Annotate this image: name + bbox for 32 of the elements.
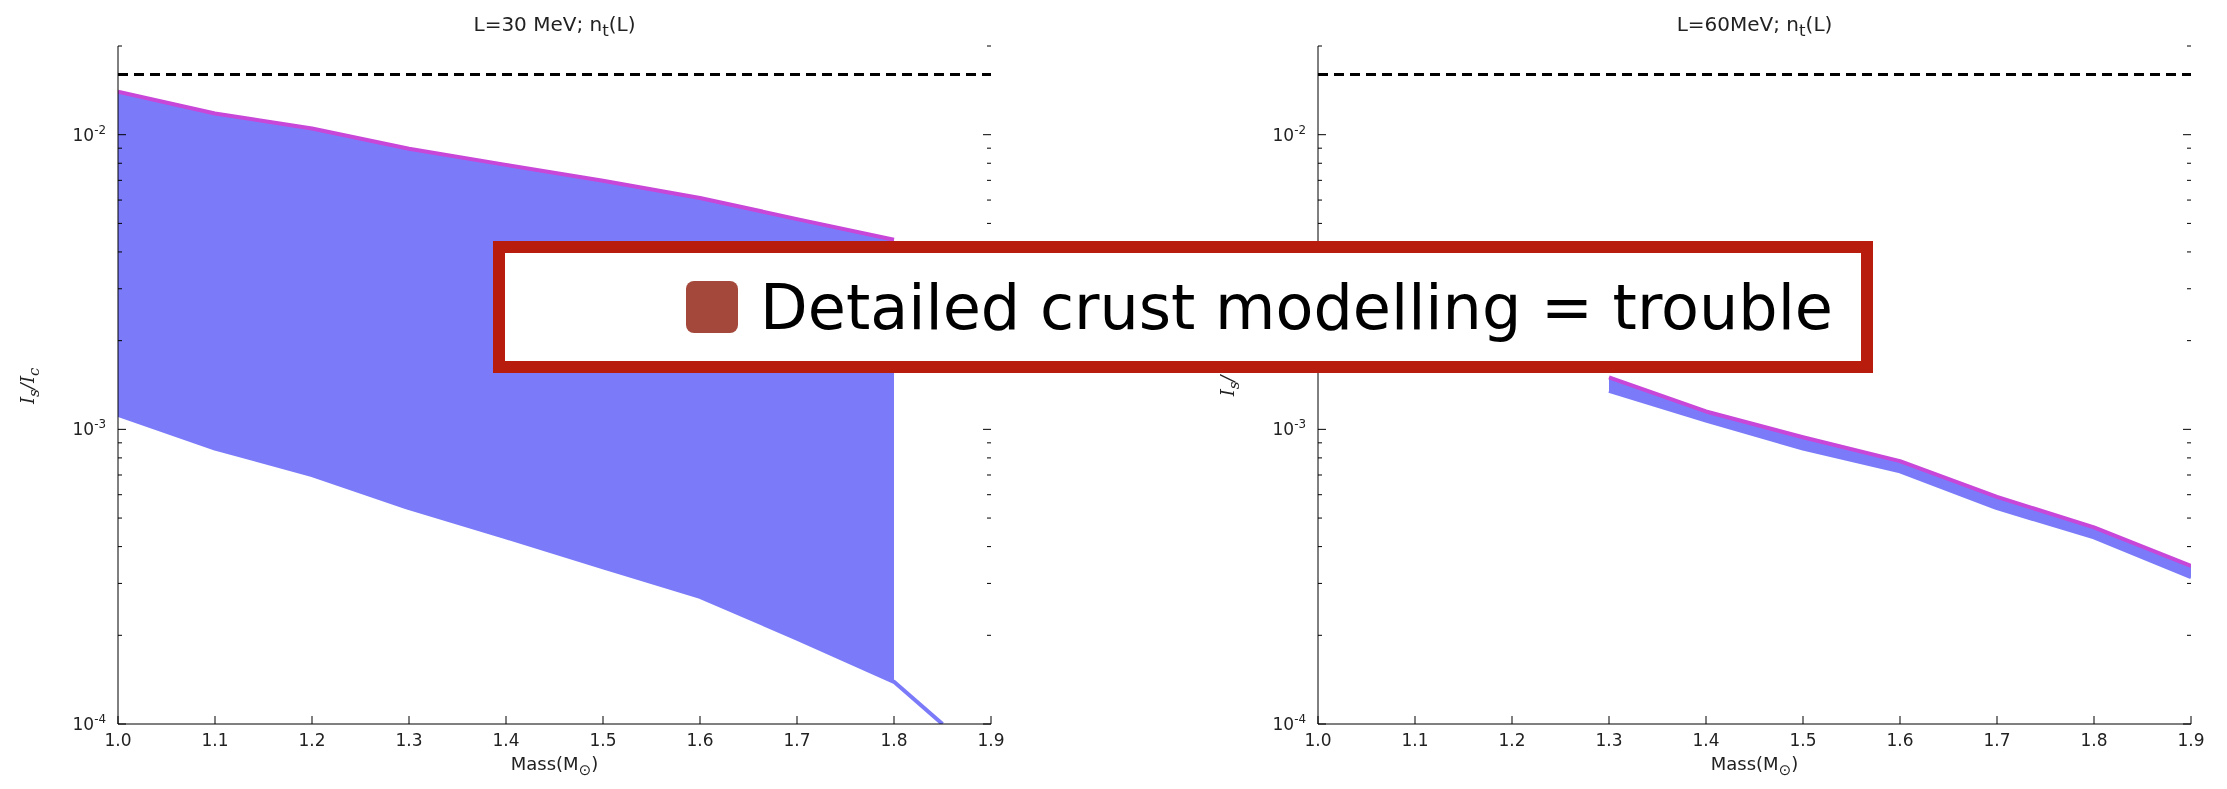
x-tick-label: 1.6 [686, 730, 714, 750]
x-tick-label: 1.8 [880, 730, 908, 750]
x-tick-label: 1.9 [977, 730, 1005, 750]
x-tick-label: 1.4 [1692, 730, 1720, 750]
x-tick-label: 1.5 [589, 730, 617, 750]
x-tick-label: 1.0 [1304, 730, 1332, 750]
x-tick-label: 1.7 [783, 730, 811, 750]
x-tick-label: 1.4 [492, 730, 520, 750]
x-axis-title: Mass(M$_{⊙}$) [1709, 753, 1800, 779]
x-tick-label: 1.8 [2080, 730, 2108, 750]
chart-title: L=60MeV; n$_{t}$(L) [1675, 12, 1834, 40]
x-tick-label: 1.1 [201, 730, 229, 750]
x-tick-label: 1.5 [1789, 730, 1817, 750]
x-tick-label: 1.6 [1886, 730, 1914, 750]
x-tick-label: 1.1 [1401, 730, 1429, 750]
x-tick-label: 1.7 [1983, 730, 2011, 750]
x-tick-label: 1.3 [1595, 730, 1623, 750]
y-tick-label: 10$^{-3}$ [72, 417, 106, 440]
x-tick-label: 1.2 [298, 730, 326, 750]
chart-title: L=30 MeV; n$_{t}$(L) [472, 12, 637, 40]
annotation: Detailed crust modelling = trouble [760, 270, 1833, 344]
y-tick-label: 10$^{-3}$ [1272, 417, 1306, 440]
x-tick-label: 1.2 [1498, 730, 1526, 750]
y-tick-label: 10$^{-4}$ [1272, 712, 1306, 734]
y-tick-label: 10$^{-2}$ [72, 122, 106, 145]
x-tick-label: 1.0 [104, 730, 132, 750]
x-tick-label: 1.3 [395, 730, 423, 750]
x-axis-title: Mass(M$_{⊙}$) [509, 753, 600, 779]
y-tick-label: 10$^{-2}$ [1272, 122, 1306, 145]
line-series [118, 89, 896, 242]
x-tick-label: 1.9 [2177, 730, 2205, 750]
y-tick-label: 10$^{-4}$ [72, 712, 106, 734]
